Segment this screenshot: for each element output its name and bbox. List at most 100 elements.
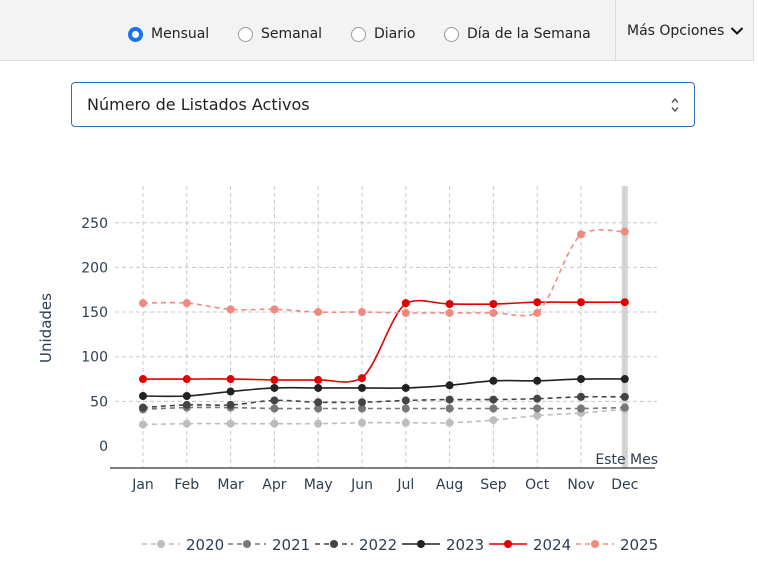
legend-item: 2025 (576, 536, 658, 554)
data-point (489, 376, 498, 385)
data-point (489, 308, 498, 317)
radio-button-icon[interactable] (351, 26, 366, 42)
data-point (533, 394, 542, 403)
x-tick-label: Oct (525, 477, 550, 493)
legend-label: 2024 (533, 536, 571, 554)
data-point (489, 395, 498, 404)
data-point (270, 305, 279, 314)
data-point (445, 395, 454, 404)
radio-label: Mensual (151, 26, 210, 42)
data-point (401, 396, 410, 405)
legend-swatch-marker (591, 540, 599, 548)
series-2022 (139, 392, 629, 412)
data-point (182, 400, 191, 409)
data-point (445, 381, 454, 390)
chevron-down-icon (731, 26, 744, 35)
y-tick-label: 150 (81, 305, 108, 321)
data-point (270, 419, 279, 428)
x-tick-label: Dec (611, 477, 638, 493)
radio-dia-de-la-semana[interactable]: Día de la Semana (444, 24, 591, 44)
data-point (533, 376, 542, 385)
series-line (142, 408, 625, 426)
legend-swatch-marker (243, 540, 251, 548)
data-point (139, 403, 147, 412)
legend-swatch-marker (417, 540, 425, 548)
data-point (139, 375, 147, 384)
x-tick-label: Feb (174, 477, 199, 493)
data-point (314, 308, 323, 317)
data-point (577, 375, 585, 384)
data-point (533, 404, 542, 413)
series-line (142, 395, 625, 409)
x-tick-label: Aug (436, 477, 463, 493)
current-month-label: Este Mes (595, 452, 658, 468)
radio-semanal[interactable]: Semanal (238, 24, 322, 44)
radio-button-icon[interactable] (238, 26, 253, 42)
data-point (314, 419, 323, 428)
more-options-button[interactable]: Más Opciones (615, 0, 754, 61)
data-point (270, 396, 279, 405)
legend-item: 2024 (489, 536, 571, 554)
data-point (358, 308, 366, 317)
data-point (489, 300, 498, 309)
series-2021 (139, 403, 629, 414)
data-point (620, 298, 629, 307)
data-point (401, 299, 410, 308)
legend-label: 2022 (359, 536, 397, 554)
legend-label: 2025 (620, 536, 658, 554)
data-point (533, 411, 542, 420)
data-point (445, 308, 454, 317)
up-down-arrows-icon (671, 97, 679, 113)
metric-select[interactable]: Número de Listados Activos (71, 82, 695, 127)
y-tick-label: 50 (90, 394, 108, 410)
radio-label: Semanal (261, 26, 323, 42)
data-point (445, 404, 454, 413)
data-point (620, 375, 629, 384)
more-options-label: Más Opciones (627, 22, 725, 39)
data-point (445, 418, 454, 427)
metric-select-value: Número de Listados Activos (87, 95, 310, 114)
data-point (314, 398, 323, 407)
data-point (401, 308, 410, 317)
data-point (401, 418, 410, 427)
radio-label: Día de la Semana (467, 26, 591, 42)
data-point (577, 230, 585, 239)
series-line (142, 378, 625, 398)
radio-button-icon[interactable] (128, 26, 143, 42)
data-point (620, 392, 629, 401)
y-tick-label: 100 (81, 350, 108, 366)
y-tick-label: 200 (81, 260, 108, 276)
radio-mensual[interactable]: Mensual (128, 24, 209, 44)
series-2025 (139, 227, 629, 317)
series-2020 (139, 405, 629, 429)
data-point (314, 375, 323, 384)
data-point (533, 308, 542, 317)
legend-swatch-marker (504, 540, 512, 548)
x-tick-label: Jul (396, 477, 414, 493)
series-2024 (139, 298, 629, 384)
data-point (533, 298, 542, 307)
data-point (270, 375, 279, 384)
radio-diario[interactable]: Diario (351, 24, 415, 44)
data-point (358, 398, 366, 407)
data-point (182, 375, 191, 384)
legend-item: 2020 (142, 536, 224, 554)
y-axis-label: Unidades (37, 293, 55, 363)
legend-item: 2022 (315, 536, 397, 554)
legend-swatch-marker (157, 540, 165, 548)
radio-label: Diario (374, 26, 416, 42)
radio-button-icon[interactable] (444, 26, 459, 42)
data-point (139, 299, 147, 308)
x-tick-label: Nov (567, 477, 594, 493)
data-point (270, 383, 279, 392)
x-tick-label: Jan (131, 477, 154, 493)
x-tick-label: Apr (262, 477, 286, 493)
series-2023 (139, 375, 629, 400)
data-point (226, 400, 235, 409)
data-point (314, 404, 323, 413)
data-point (226, 305, 235, 314)
legend-label: 2021 (272, 536, 310, 554)
legend-label: 2023 (446, 536, 484, 554)
data-point (577, 392, 585, 401)
data-point (226, 375, 235, 384)
